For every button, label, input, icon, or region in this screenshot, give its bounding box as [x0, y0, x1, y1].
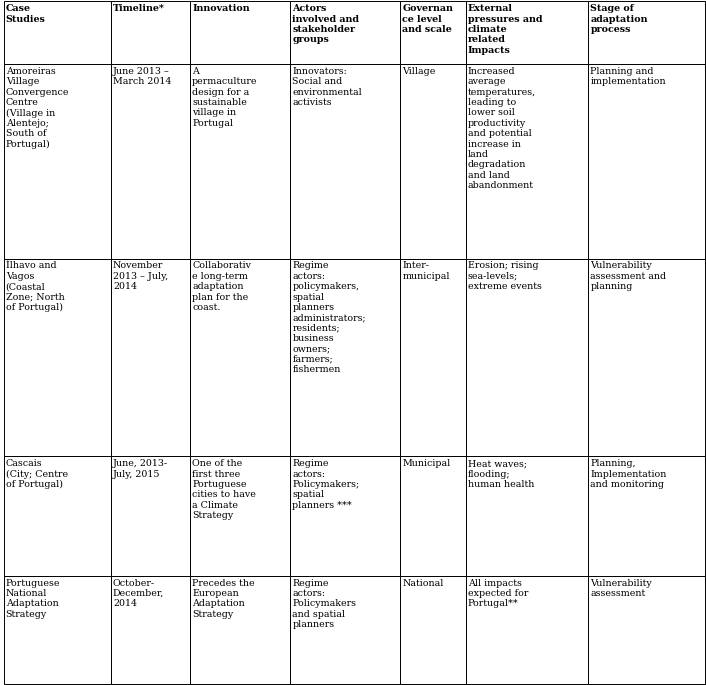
- Bar: [588, 576, 705, 684]
- Bar: [111, 258, 190, 456]
- Text: Cascais
(City; Centre
of Portugal): Cascais (City; Centre of Portugal): [6, 459, 68, 489]
- Bar: [111, 1, 190, 64]
- Bar: [588, 456, 705, 576]
- Text: External
pressures and
climate
related
Impacts: External pressures and climate related I…: [467, 4, 542, 55]
- Bar: [290, 1, 400, 64]
- Bar: [400, 64, 465, 258]
- Text: Case
Studies: Case Studies: [6, 4, 45, 23]
- Text: A
permaculture
design for a
sustainable
village in
Portugal: A permaculture design for a sustainable …: [192, 67, 258, 128]
- Text: Planning,
Implementation
and monitoring: Planning, Implementation and monitoring: [590, 459, 666, 489]
- Text: June, 2013-
July, 2015: June, 2013- July, 2015: [113, 459, 168, 479]
- Text: Collaborativ
e long-term
adaptation
plan for the
coast.: Collaborativ e long-term adaptation plan…: [192, 261, 251, 312]
- Bar: [4, 456, 111, 576]
- Bar: [190, 576, 290, 684]
- Bar: [588, 1, 705, 64]
- Text: Amoreiras
Village
Convergence
Centre
(Village in
Alentejo;
South of
Portugal): Amoreiras Village Convergence Centre (Vi…: [6, 67, 69, 149]
- Text: Governan
ce level
and scale: Governan ce level and scale: [402, 4, 453, 34]
- Text: Regime
actors:
Policymakers;
spatial
planners ***: Regime actors: Policymakers; spatial pla…: [292, 459, 359, 510]
- Text: Erosion; rising
sea-levels;
extreme events: Erosion; rising sea-levels; extreme even…: [467, 261, 542, 291]
- Bar: [4, 64, 111, 258]
- Bar: [465, 258, 588, 456]
- Text: National: National: [402, 579, 444, 588]
- Bar: [190, 258, 290, 456]
- Text: November
2013 – July,
2014: November 2013 – July, 2014: [113, 261, 168, 291]
- Bar: [290, 456, 400, 576]
- Bar: [465, 64, 588, 258]
- Bar: [190, 1, 290, 64]
- Bar: [465, 576, 588, 684]
- Text: Municipal: Municipal: [402, 459, 450, 468]
- Bar: [111, 456, 190, 576]
- Text: Portuguese
National
Adaptation
Strategy: Portuguese National Adaptation Strategy: [6, 579, 60, 619]
- Bar: [588, 64, 705, 258]
- Bar: [290, 576, 400, 684]
- Bar: [400, 1, 465, 64]
- Bar: [290, 64, 400, 258]
- Bar: [4, 258, 111, 456]
- Bar: [465, 1, 588, 64]
- Text: One of the
first three
Portuguese
cities to have
a Climate
Strategy: One of the first three Portuguese cities…: [192, 459, 256, 520]
- Bar: [290, 258, 400, 456]
- Bar: [465, 456, 588, 576]
- Text: All impacts
expected for
Portugal**: All impacts expected for Portugal**: [467, 579, 528, 608]
- Text: Stage of
adaptation
process: Stage of adaptation process: [590, 4, 648, 34]
- Bar: [190, 456, 290, 576]
- Text: Timeline*: Timeline*: [113, 4, 164, 13]
- Bar: [4, 576, 111, 684]
- Text: Actors
involved and
stakeholder
groups: Actors involved and stakeholder groups: [292, 4, 359, 45]
- Text: Vulnerability
assessment: Vulnerability assessment: [590, 579, 652, 598]
- Bar: [111, 64, 190, 258]
- Text: Innovation: Innovation: [192, 4, 250, 13]
- Bar: [4, 1, 111, 64]
- Text: Village: Village: [402, 67, 436, 76]
- Text: Planning and
implementation: Planning and implementation: [590, 67, 666, 86]
- Text: Inter-
municipal: Inter- municipal: [402, 261, 450, 281]
- Text: Increased
average
temperatures,
leading to
lower soil
productivity
and potential: Increased average temperatures, leading …: [467, 67, 536, 190]
- Text: Ílhavo and
Vagos
(Coastal
Zone; North
of Portugal): Ílhavo and Vagos (Coastal Zone; North of…: [6, 261, 64, 312]
- Text: Innovators:
Social and
environmental
activists: Innovators: Social and environmental act…: [292, 67, 362, 107]
- Bar: [111, 576, 190, 684]
- Text: June 2013 –
March 2014: June 2013 – March 2014: [113, 67, 172, 86]
- Bar: [190, 64, 290, 258]
- Bar: [400, 258, 465, 456]
- Text: Heat waves;
flooding;
human health: Heat waves; flooding; human health: [467, 459, 534, 489]
- Text: Regime
actors:
policymakers,
spatial
planners
administrators;
residents;
busines: Regime actors: policymakers, spatial pla…: [292, 261, 366, 374]
- Text: Regime
actors:
Policymakers
and spatial
planners: Regime actors: Policymakers and spatial …: [292, 579, 357, 630]
- Text: Precedes the
European
Adaptation
Strategy: Precedes the European Adaptation Strateg…: [192, 579, 255, 619]
- Text: October-
December,
2014: October- December, 2014: [113, 579, 164, 608]
- Text: Vulnerability
assessment and
planning: Vulnerability assessment and planning: [590, 261, 666, 291]
- Bar: [400, 456, 465, 576]
- Bar: [588, 258, 705, 456]
- Bar: [400, 576, 465, 684]
